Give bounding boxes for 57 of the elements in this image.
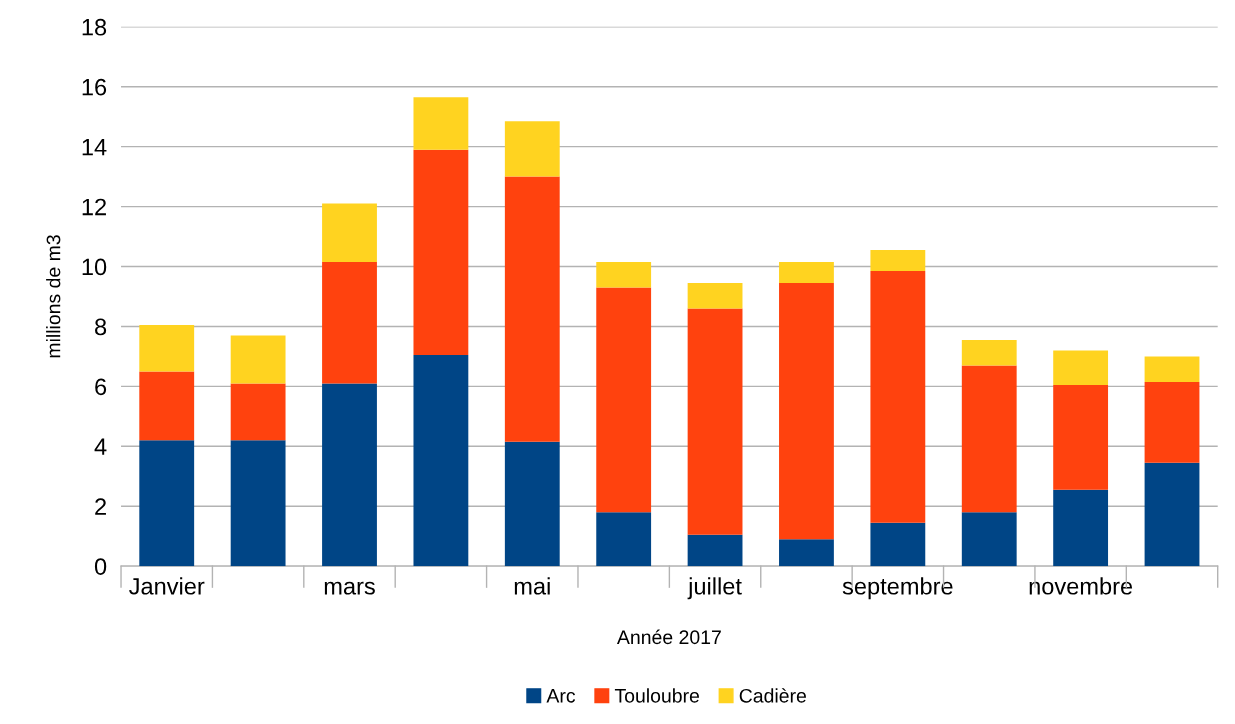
bar (413, 354, 469, 567)
bar (504, 176, 560, 442)
bar (687, 308, 743, 535)
y-tick-label: 8 (95, 318, 107, 336)
bar (961, 365, 1017, 513)
bar (1144, 462, 1200, 567)
bar (687, 282, 743, 309)
x-axis-title: Année 2017 (616, 629, 721, 645)
y-tick-label: 18 (82, 18, 107, 36)
x-tick-label: mars (324, 581, 375, 595)
bar (961, 512, 1017, 567)
y-tick-label: 4 (94, 438, 107, 455)
bar (139, 440, 195, 567)
x-tick-label: novembre (1029, 577, 1133, 595)
bar (779, 539, 834, 567)
bar (596, 287, 652, 513)
y-tick-label: 0 (94, 558, 107, 575)
bar (870, 271, 926, 523)
y-axis-title: millions de m3 (46, 235, 61, 358)
x-tick-label: Janvier (129, 577, 205, 595)
bar (1144, 381, 1200, 463)
bar (1053, 350, 1109, 385)
legend-label: Cadière (739, 688, 806, 703)
bar (1053, 384, 1109, 490)
bar (687, 534, 743, 567)
x-tick-label: septembre (842, 577, 953, 600)
bar (322, 383, 377, 567)
y-tick-label: 10 (82, 258, 107, 276)
y-tick-label: 12 (82, 198, 106, 216)
x-tick-label: juillet (687, 577, 742, 600)
legend-label: Touloubre (614, 688, 699, 703)
legend-label: Arc (546, 689, 576, 703)
bar (1144, 356, 1200, 382)
bar (961, 339, 1017, 366)
bar (322, 203, 377, 263)
bar (779, 282, 834, 540)
bar (230, 440, 286, 567)
bar (1053, 489, 1109, 567)
bar (413, 149, 469, 355)
bar (139, 324, 195, 372)
bar (504, 441, 560, 567)
y-tick-label: 6 (95, 378, 107, 396)
y-tick-label: 14 (82, 138, 107, 156)
bar (230, 383, 286, 441)
bar (870, 522, 926, 567)
bar (596, 512, 652, 567)
bar (139, 371, 195, 441)
bar (322, 262, 377, 384)
bar (870, 250, 926, 272)
bar (596, 262, 652, 288)
bar (504, 121, 560, 177)
bar (779, 262, 834, 283)
x-tick-label: mai (514, 577, 550, 595)
bar (230, 335, 286, 384)
y-tick-label: 2 (95, 498, 106, 515)
bar (413, 97, 469, 150)
y-tick-label: 16 (82, 78, 107, 96)
